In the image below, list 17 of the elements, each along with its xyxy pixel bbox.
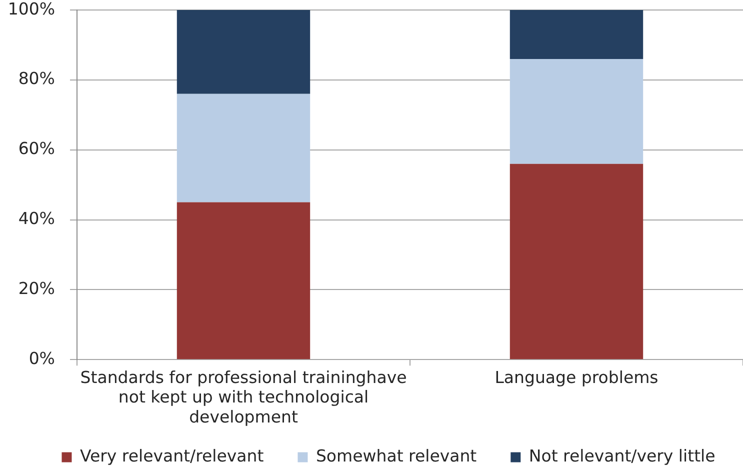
x-tick-label: Standards for professional traininghave not kept up with technological development [80, 368, 407, 426]
y-tick-label: 20% [18, 278, 55, 298]
bar [510, 10, 644, 59]
y-tick-label: 40% [18, 209, 55, 228]
legend-label: Somewhat relevant [316, 446, 478, 466]
y-tick-label: 0% [28, 348, 55, 368]
bar [176, 202, 310, 360]
y-tick-label: 60% [18, 139, 55, 158]
bar [510, 164, 644, 360]
x-tick-label: Language problems [494, 368, 658, 387]
bar [510, 58, 644, 164]
legend-label: Very relevant/relevant [80, 446, 264, 466]
y-tick-label: 100% [8, 0, 55, 18]
legend-label: Not relevant/very little [528, 446, 716, 466]
bar [176, 94, 310, 202]
bar [176, 10, 310, 94]
y-tick-label: 80% [18, 69, 55, 88]
